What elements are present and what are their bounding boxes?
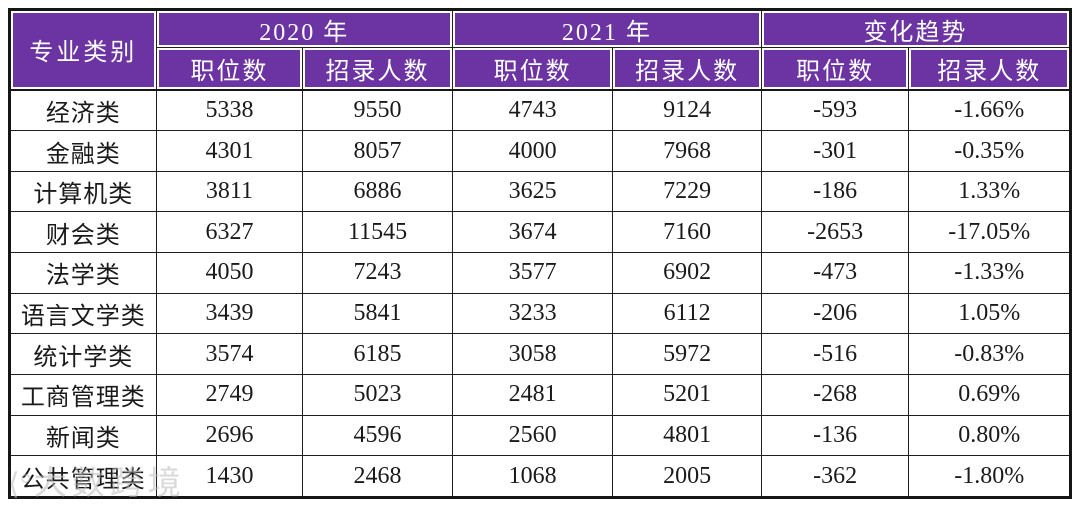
sub-header-recruits-trend: 招录人数 xyxy=(908,47,1071,90)
sub-header-recruits-2020: 招录人数 xyxy=(302,47,453,90)
value-cell: 1.33% xyxy=(908,170,1071,213)
category-cell: 财会类 xyxy=(9,211,157,254)
value-cell: 7160 xyxy=(612,211,762,254)
table-row: 统计学类 3574 6185 3058 5972 -516 -0.83% xyxy=(9,333,1071,375)
value-cell: -301 xyxy=(760,130,910,172)
value-cell: 7229 xyxy=(612,170,762,213)
table-row: 法学类 4050 7243 3577 6902 -473 -1.33% xyxy=(9,252,1071,294)
table-row: 公共管理类 1430 2468 1068 2005 -362 -1.80% xyxy=(9,455,1071,498)
value-cell: 11545 xyxy=(302,211,453,254)
value-cell: 2005 xyxy=(612,455,762,498)
value-cell: 5338 xyxy=(155,88,304,132)
table-row: 财会类 6327 11545 3674 7160 -2653 -17.05% xyxy=(9,211,1071,254)
category-cell: 金融类 xyxy=(9,130,157,172)
value-cell: 3625 xyxy=(451,170,614,213)
value-cell: -1.33% xyxy=(908,252,1071,294)
value-cell: 3574 xyxy=(155,333,304,375)
sub-header-positions-2020: 职位数 xyxy=(155,47,304,90)
value-cell: 8057 xyxy=(302,130,453,172)
value-cell: 3811 xyxy=(155,170,304,213)
sub-header-recruits-2021: 招录人数 xyxy=(612,47,762,90)
header-sub-row: 职位数 招录人数 职位数 招录人数 职位数 招录人数 xyxy=(10,47,1071,90)
value-cell: -268 xyxy=(760,373,910,416)
value-cell: 1430 xyxy=(155,455,304,498)
value-cell: 0.80% xyxy=(908,414,1071,457)
value-cell: -136 xyxy=(760,414,910,457)
value-cell: -516 xyxy=(760,333,910,375)
value-cell: -17.05% xyxy=(908,211,1071,254)
category-cell: 法学类 xyxy=(9,252,157,294)
value-cell: -206 xyxy=(760,292,910,335)
value-cell: 3233 xyxy=(451,292,614,335)
value-cell: 6902 xyxy=(612,252,762,294)
value-cell: -362 xyxy=(760,455,910,498)
value-cell: 2560 xyxy=(451,414,614,457)
group-header-2020: 2020 年 xyxy=(155,9,453,48)
value-cell: 4743 xyxy=(451,88,614,132)
value-cell: 4596 xyxy=(302,414,453,457)
category-cell: 计算机类 xyxy=(9,170,157,213)
value-cell: 7243 xyxy=(302,252,453,294)
table-header: 专业类别 2020 年 2021 年 变化趋势 职位数 招录人数 职位数 招录人… xyxy=(9,9,1072,90)
category-cell: 公共管理类 xyxy=(9,455,157,498)
value-cell: 4301 xyxy=(155,130,304,172)
value-cell: -593 xyxy=(760,88,910,132)
value-cell: 2696 xyxy=(155,414,304,457)
table-row: 工商管理类 2749 5023 2481 5201 -268 0.69% xyxy=(9,373,1071,416)
value-cell: 2468 xyxy=(302,455,453,498)
value-cell: 4801 xyxy=(612,414,762,457)
value-cell: 3577 xyxy=(451,252,614,294)
value-cell: -2653 xyxy=(760,211,910,254)
group-header-trend: 变化趋势 xyxy=(760,9,1072,48)
value-cell: -0.35% xyxy=(908,130,1071,172)
value-cell: -1.80% xyxy=(908,455,1071,498)
group-header-2021: 2021 年 xyxy=(451,9,762,48)
table-row: 计算机类 3811 6886 3625 7229 -186 1.33% xyxy=(9,170,1071,213)
value-cell: 7968 xyxy=(612,130,762,172)
category-cell: 经济类 xyxy=(9,88,157,132)
table-body: 经济类 5338 9550 4743 9124 -593 -1.66% 金融类 … xyxy=(9,88,1071,498)
value-cell: 3058 xyxy=(451,333,614,375)
value-cell: 6185 xyxy=(302,333,453,375)
value-cell: 1.05% xyxy=(908,292,1071,335)
value-cell: 1068 xyxy=(451,455,614,498)
value-cell: 3439 xyxy=(155,292,304,335)
value-cell: 2481 xyxy=(451,373,614,416)
value-cell: 4050 xyxy=(155,252,304,294)
value-cell: 2749 xyxy=(155,373,304,416)
value-cell: -473 xyxy=(760,252,910,294)
value-cell: -0.83% xyxy=(908,333,1071,375)
table-row: 经济类 5338 9550 4743 9124 -593 -1.66% xyxy=(9,88,1071,132)
category-cell: 工商管理类 xyxy=(9,373,157,416)
table-row: 语言文学类 3439 5841 3233 6112 -206 1.05% xyxy=(9,292,1071,335)
value-cell: -1.66% xyxy=(908,88,1071,132)
value-cell: 9124 xyxy=(612,88,762,132)
value-cell: 0.69% xyxy=(908,373,1071,416)
value-cell: 5201 xyxy=(612,373,762,416)
category-cell: 新闻类 xyxy=(9,414,157,457)
sub-header-positions-trend: 职位数 xyxy=(760,47,910,90)
header-group-row: 专业类别 2020 年 2021 年 变化趋势 xyxy=(9,9,1072,90)
value-cell: 6886 xyxy=(302,170,453,213)
value-cell: 5972 xyxy=(612,333,762,375)
sub-header-positions-2021: 职位数 xyxy=(451,47,614,90)
corner-header-cell: 专业类别 xyxy=(9,9,157,90)
value-cell: 4000 xyxy=(451,130,614,172)
category-cell: 语言文学类 xyxy=(9,292,157,335)
category-cell: 统计学类 xyxy=(9,333,157,375)
table-row: 新闻类 2696 4596 2560 4801 -136 0.80% xyxy=(9,414,1071,457)
major-category-stats-table: 专业类别 2020 年 2021 年 变化趋势 职位数 招录人数 职位数 招录人… xyxy=(8,8,1072,499)
stats-table-container: 专业类别 2020 年 2021 年 变化趋势 职位数 招录人数 职位数 招录人… xyxy=(8,8,1072,499)
value-cell: 3674 xyxy=(451,211,614,254)
table-row: 金融类 4301 8057 4000 7968 -301 -0.35% xyxy=(9,130,1071,172)
value-cell: 5841 xyxy=(302,292,453,335)
value-cell: 6112 xyxy=(612,292,762,335)
value-cell: 5023 xyxy=(302,373,453,416)
value-cell: 6327 xyxy=(155,211,304,254)
value-cell: -186 xyxy=(760,170,910,213)
value-cell: 9550 xyxy=(302,88,453,132)
